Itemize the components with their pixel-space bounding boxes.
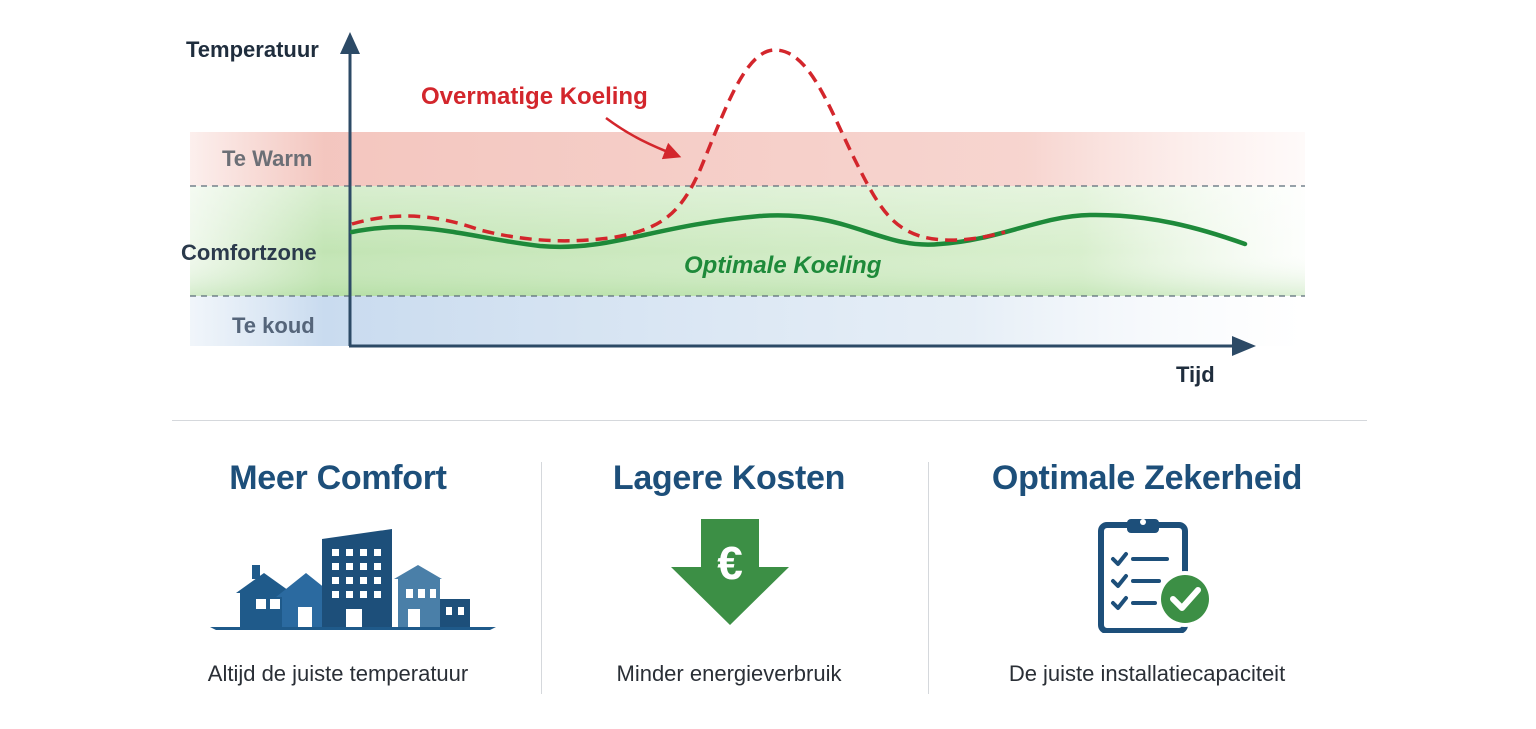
overcooling-callout-arrow	[605, 116, 682, 160]
benefit-card-certainty: Optimale Zekerheid De juiste insta	[967, 455, 1327, 705]
card-title: Optimale Zekerheid	[991, 459, 1303, 497]
benefit-card-costs: Lagere Kosten € Minder energieverbruik	[549, 455, 909, 705]
buildings-icon	[158, 513, 518, 633]
zone-label-comfort: Comfortzone	[181, 240, 317, 265]
zone-band-warm	[190, 132, 1305, 186]
svg-text:€: €	[717, 537, 743, 589]
temperature-chart: Temperatuur Tijd Te Warm Comfortzone Te …	[181, 32, 1305, 387]
x-axis-arrowhead	[1232, 336, 1256, 356]
card-description: Minder energieverbruik	[616, 661, 842, 686]
optimal-label: Optimale Koeling	[684, 252, 882, 279]
card-description: De juiste installatiecapaciteit	[1008, 661, 1286, 686]
section-divider	[172, 420, 1367, 421]
euro-down-arrow-icon: €	[549, 513, 909, 633]
card-title: Meer Comfort	[229, 459, 447, 497]
benefit-card-comfort: Meer Comfort	[158, 455, 518, 705]
zone-label-cold: Te koud	[232, 313, 315, 338]
zone-label-warm: Te Warm	[222, 146, 312, 171]
card-separator	[541, 462, 542, 694]
y-axis-arrowhead	[340, 32, 360, 54]
x-axis-label: Tijd	[1176, 362, 1215, 387]
overcooling-label: Overmatige Koeling	[421, 83, 648, 110]
zone-band-comfort-shade	[190, 186, 1305, 296]
card-title: Lagere Kosten	[612, 459, 846, 497]
card-separator	[928, 462, 929, 694]
card-description: Altijd de juiste temperatuur	[207, 661, 469, 686]
clipboard-check-icon	[967, 513, 1327, 634]
y-axis-label: Temperatuur	[186, 37, 319, 62]
optimal-cooling-curve	[349, 212, 1248, 250]
overcooling-curve	[351, 48, 1006, 243]
zone-band-cold	[190, 296, 1305, 346]
